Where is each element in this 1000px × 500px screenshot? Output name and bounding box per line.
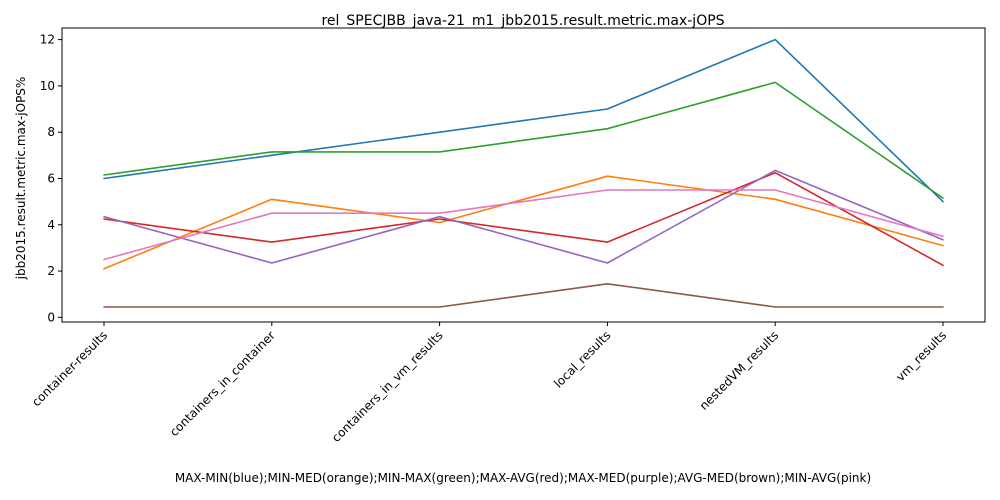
series-line-1 xyxy=(103,175,944,270)
y-tick-label: 12 xyxy=(40,33,55,47)
x-tick-label: container-results xyxy=(29,328,110,409)
x-tick-label: nestedVM_results xyxy=(697,328,782,413)
chart-title: rel_SPECJBB_java-21_m1_jbb2015.result.me… xyxy=(321,13,724,29)
plot-area-frame xyxy=(61,27,986,323)
y-tick-label: 8 xyxy=(47,125,55,139)
y-axis: 0 2 4 6 8 10 12 xyxy=(40,33,62,324)
y-tick-label: 6 xyxy=(47,171,55,185)
x-axis: container-results containers_in_container… xyxy=(29,322,949,445)
x-axis-label: MAX-MIN(blue);MIN-MED(orange);MIN-MAX(gr… xyxy=(175,471,871,485)
y-tick-label: 0 xyxy=(47,310,55,324)
series-line-3 xyxy=(103,171,944,267)
series-line-0 xyxy=(103,38,944,203)
series-line-6 xyxy=(103,189,944,261)
y-tick-label: 4 xyxy=(47,218,55,232)
y-tick-label: 2 xyxy=(47,264,55,278)
x-tick-label: containers_in_vm_results xyxy=(329,328,446,445)
x-tick-label: containers_in_container xyxy=(167,328,278,439)
x-tick-label: vm_results xyxy=(893,328,949,384)
series-lines xyxy=(103,38,944,308)
series-line-2 xyxy=(103,81,944,199)
series-line-5 xyxy=(103,282,944,308)
y-tick-label: 10 xyxy=(40,79,55,93)
y-axis-label: jbb2015.result.metric.max-jOPS% xyxy=(14,77,28,281)
x-tick-label: local_results xyxy=(551,328,613,390)
series-line-4 xyxy=(103,169,944,264)
